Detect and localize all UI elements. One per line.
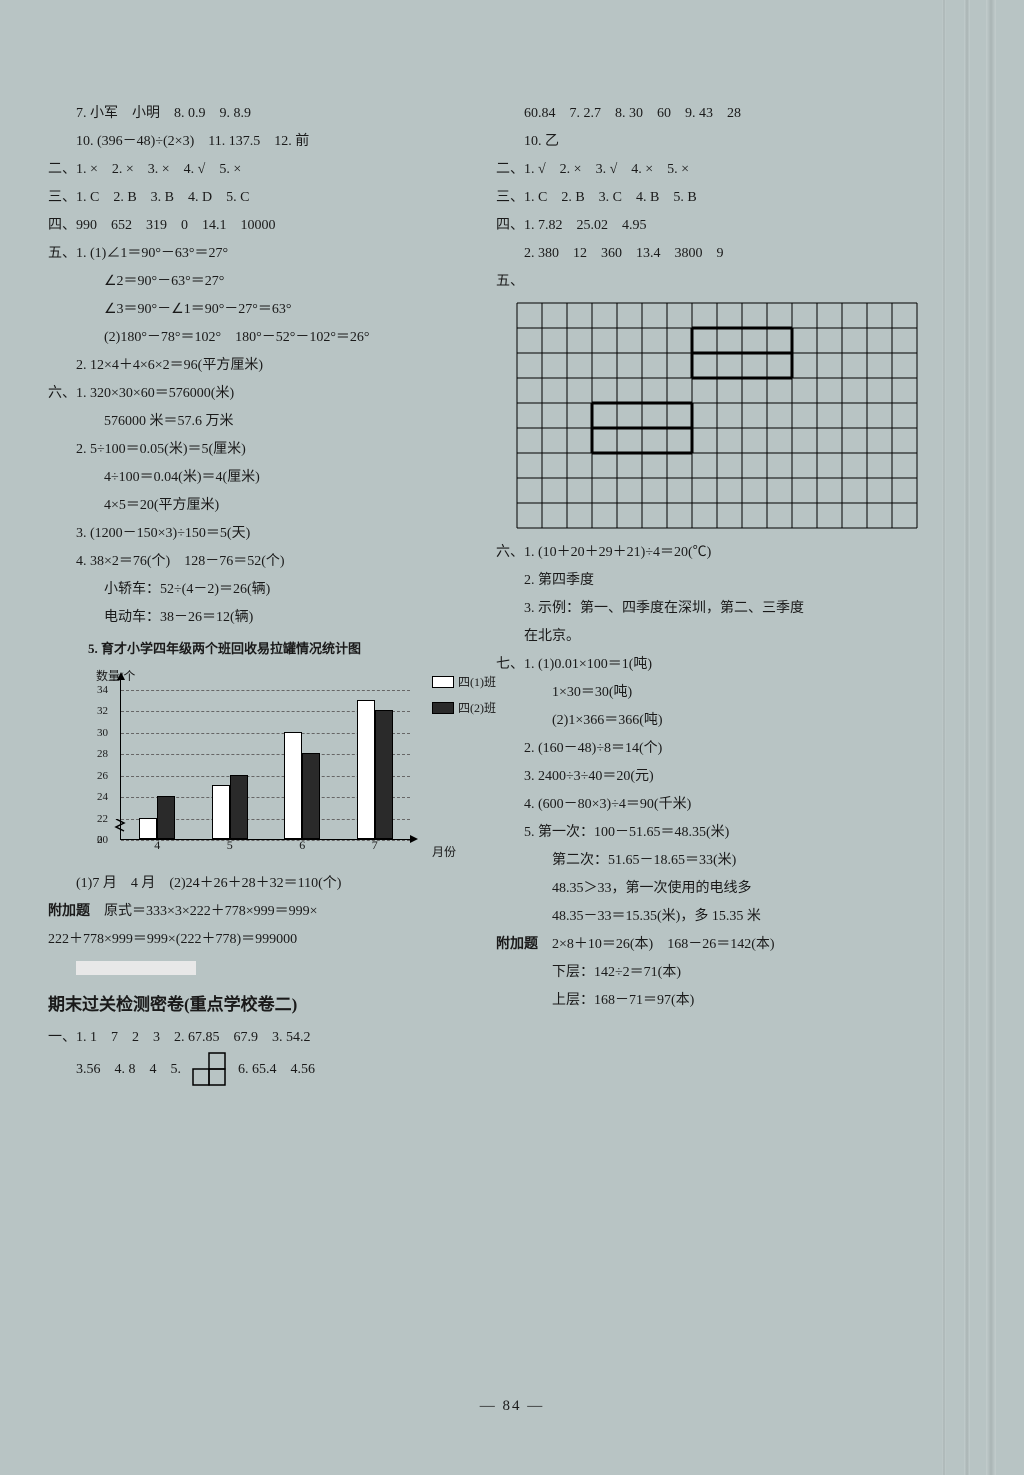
arrow-up-icon: [117, 672, 125, 680]
text-line: 五、1. (1)∠1＝90°－63°＝27°: [48, 240, 488, 268]
legend-item: 四(1)班: [432, 670, 496, 694]
text-line: 三、1. C 2. B 3. B 4. D 5. C: [48, 184, 488, 212]
text-line: 在北京。: [496, 623, 936, 651]
text-line: 五、: [496, 268, 936, 296]
text-line: 4×5＝20(平方厘米): [48, 492, 488, 520]
text-line: 电动车：38－26＝12(辆): [48, 604, 488, 632]
text-line: 10. 乙: [496, 128, 936, 156]
text-line: 4. 38×2＝76(个) 128－76＝52(个): [48, 548, 488, 576]
text-line: 附加题 2×8＋10＝26(本) 168－26＝142(本): [496, 931, 936, 959]
legend-item: 四(2)班: [432, 696, 496, 720]
page-content: 7. 小军 小明 8. 0.9 9. 8.9 10. (396－48)÷(2×3…: [48, 100, 948, 1088]
text-line: (1)7 月 4 月 (2)24＋26＋28＋32＝110(个): [48, 870, 488, 898]
text-line: 48.35＞33，第一次使用的电线多: [496, 875, 936, 903]
text-line: 小轿车：52÷(4－2)＝26(辆): [48, 576, 488, 604]
legend-swatch-icon: [432, 676, 454, 688]
text-line: 下层：142÷2＝71(本): [496, 959, 936, 987]
text-line: 六、1. 320×30×60＝576000(米): [48, 380, 488, 408]
text-line: 2. 12×4＋4×6×2＝96(平方厘米): [48, 352, 488, 380]
arrow-right-icon: [410, 835, 418, 843]
text-line: 4. (600－80×3)÷4＝90(千米): [496, 791, 936, 819]
text-line: 附加题 原式＝333×3×222＋778×999＝999×: [48, 898, 488, 926]
text-line: 576000 米＝57.6 万米: [48, 408, 488, 436]
text-line: 3. 2400÷3÷40＝20(元): [496, 763, 936, 791]
grid-diagram: [516, 302, 936, 529]
scan-artifact: [942, 0, 946, 1475]
text-line: 3. 示例：第一、四季度在深圳，第二、三季度: [496, 595, 936, 623]
text: 3.56 4. 8 4 5.: [76, 1062, 181, 1077]
text-line: 7. 小军 小明 8. 0.9 9. 8.9: [48, 100, 488, 128]
text-line: 4÷100＝0.04(米)＝4(厘米): [48, 464, 488, 492]
chart-title: 5. 育才小学四年级两个班回收易拉罐情况统计图: [48, 632, 488, 662]
text-line: ∠3＝90°－∠1＝90°－27°＝63°: [48, 296, 488, 324]
page-number: — 84 —: [0, 1398, 1024, 1415]
label-bold: 附加题: [496, 937, 538, 952]
text: 2×8＋10＝26(本) 168－26＝142(本): [538, 937, 775, 952]
text-line: (2)1×366＝366(吨): [496, 707, 936, 735]
redacted-block: [48, 954, 488, 982]
text-line: 60.84 7. 2.7 8. 30 60 9. 43 28: [496, 100, 936, 128]
chart-legend: 四(1)班 四(2)班: [432, 670, 496, 722]
label-bold: 附加题: [48, 904, 90, 919]
text-line: 3. (1200－150×3)÷150＝5(天): [48, 520, 488, 548]
text-line: ∠2＝90°－63°＝27°: [48, 268, 488, 296]
chart-plot-area: 202224262830323404567: [120, 680, 410, 840]
text-line: (2)180°－78°＝102° 180°－52°－102°＝26°: [48, 324, 488, 352]
text-line: 四、990 652 319 0 14.1 10000: [48, 212, 488, 240]
small-shape-icon: [191, 1052, 229, 1088]
text-line: 2. 380 12 360 13.4 3800 9: [496, 240, 936, 268]
text-line: 1×30＝30(吨): [496, 679, 936, 707]
text-line: 二、1. × 2. × 3. × 4. √ 5. ×: [48, 156, 488, 184]
text-line: 七、1. (1)0.01×100＝1(吨): [496, 651, 936, 679]
text-line: 二、1. √ 2. × 3. √ 4. × 5. ×: [496, 156, 936, 184]
left-column: 7. 小军 小明 8. 0.9 9. 8.9 10. (396－48)÷(2×3…: [48, 100, 488, 1088]
legend-label: 四(2)班: [458, 696, 496, 720]
text-line: 2. 第四季度: [496, 567, 936, 595]
legend-label: 四(1)班: [458, 670, 496, 694]
text-line: 222＋778×999＝999×(222＋778)＝999000: [48, 926, 488, 954]
text: 6. 65.4 4.56: [238, 1062, 315, 1077]
scan-artifact: [986, 0, 996, 1475]
text-line: 六、1. (10＋20＋29＋21)÷4＝20(℃): [496, 539, 936, 567]
text-line: 48.35－33＝15.35(米)，多 15.35 米: [496, 903, 936, 931]
text-line: 2. 5÷100＝0.05(米)＝5(厘米): [48, 436, 488, 464]
x-axis-label: 月份: [432, 840, 456, 864]
text-line: 上层：168－71＝97(本): [496, 987, 936, 1015]
text-line: 5. 第一次：100－51.65＝48.35(米): [496, 819, 936, 847]
text-line: 3.56 4. 8 4 5. 6. 65.4 4.56: [48, 1052, 488, 1088]
text-line: 第二次：51.65－18.65＝33(米): [496, 847, 936, 875]
text: 原式＝333×3×222＋778×999＝999×: [90, 904, 318, 919]
right-column: 60.84 7. 2.7 8. 30 60 9. 43 28 10. 乙 二、1…: [496, 100, 936, 1088]
text-line: 四、1. 7.82 25.02 4.95: [496, 212, 936, 240]
text-line: 10. (396－48)÷(2×3) 11. 137.5 12. 前: [48, 128, 488, 156]
text-line: 2. (160－48)÷8＝14(个): [496, 735, 936, 763]
text-line: 三、1. C 2. B 3. C 4. B 5. B: [496, 184, 936, 212]
section-title: 期末过关检测密卷(重点学校卷二): [48, 982, 488, 1024]
bar-chart: 数量/个 202224262830323404567 四(1)班 四(2)班 月…: [76, 666, 456, 866]
text-line: 一、1. 1 7 2 3 2. 67.85 67.9 3. 54.2: [48, 1024, 488, 1052]
scan-artifact: [964, 0, 970, 1475]
legend-swatch-icon: [432, 702, 454, 714]
